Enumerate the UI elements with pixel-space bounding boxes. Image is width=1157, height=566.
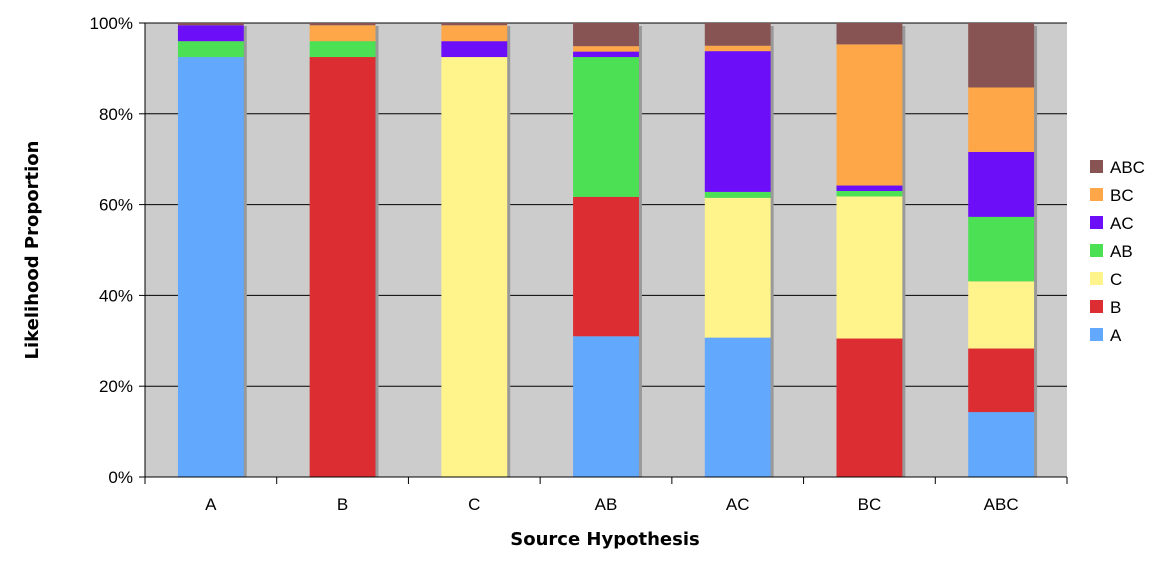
x-tick-label: B: [337, 495, 348, 514]
y-tick-label: 40%: [99, 286, 133, 305]
legend-swatch-b: [1090, 300, 1103, 313]
bar-segment-ac-ab: [573, 51, 639, 58]
legend-label-a: A: [1110, 326, 1122, 345]
x-tick-label: ABC: [984, 495, 1019, 514]
bar-segment-abc-a: [177, 23, 244, 26]
bar-segment-b-bc: [836, 338, 903, 477]
bar-segment-bc-c: [441, 25, 508, 42]
x-tick-label: C: [468, 495, 480, 514]
legend-label-abc: ABC: [1110, 158, 1145, 177]
bar-segment-ab-bc: [836, 190, 903, 197]
bar-segment-c-abc: [968, 281, 1035, 349]
legend-swatch-ab: [1090, 244, 1103, 257]
x-tick-label: A: [205, 495, 217, 514]
bar-segment-bc-ac: [704, 45, 771, 52]
legend-swatch-c: [1090, 272, 1103, 285]
legend-swatch-a: [1090, 328, 1103, 341]
bar-segment-c-c: [441, 57, 508, 478]
legend-label-c: C: [1110, 270, 1122, 289]
y-tick-label: 0%: [108, 468, 133, 487]
bar-segment-ac-c: [441, 41, 508, 58]
bar-segment-abc-ab: [573, 23, 639, 47]
bar-segment-a-ac: [704, 337, 771, 477]
y-tick-label: 80%: [99, 105, 133, 124]
x-axis-title: Source Hypothesis: [510, 529, 699, 550]
bar-segment-bc-b: [309, 25, 376, 42]
x-axis: A B C AB AC BC ABC: [144, 476, 1068, 514]
bar-segment-abc-bc: [836, 23, 903, 45]
bar-segment-c-bc: [836, 196, 903, 339]
bar-segment-c-ac: [704, 197, 771, 338]
y-tick-label: 20%: [99, 377, 133, 396]
x-tick-label: AB: [595, 495, 618, 514]
bar-segment-bc-abc: [968, 87, 1035, 152]
bar-segment-a-a: [177, 57, 244, 478]
bar-segment-b-abc: [968, 348, 1035, 413]
bar-segment-abc-c: [441, 23, 508, 26]
bar-segment-abc-ac: [704, 23, 771, 46]
bar-segment-ab-b: [309, 41, 376, 58]
y-tick-label: 100%: [90, 14, 133, 33]
y-tick-label: 60%: [99, 196, 133, 215]
bar-segment-b-b: [309, 57, 376, 478]
bar-segment-a-abc: [968, 412, 1035, 477]
x-tick-label: BC: [858, 495, 882, 514]
bar-segment-abc-abc: [968, 23, 1035, 88]
legend-label-b: B: [1110, 298, 1121, 317]
x-tick-label: AC: [726, 495, 750, 514]
legend-swatch-bc: [1090, 188, 1103, 201]
bar-segment-ac-bc: [836, 185, 903, 191]
bar-segment-abc-b: [309, 23, 376, 26]
bar-segment-ab-ac: [704, 191, 771, 198]
bar-segment-ac-abc: [968, 151, 1035, 217]
bar-segment-ab-ab: [573, 57, 639, 197]
legend-swatch-abc: [1090, 160, 1103, 173]
y-axis-title: Likelihood Proportion: [22, 141, 43, 360]
y-axis: 0% 20% 40% 60% 80% 100%: [90, 14, 146, 487]
plot-area: [145, 22, 1067, 478]
legend-label-bc: BC: [1110, 186, 1134, 205]
bar-segment-ab-a: [177, 41, 244, 58]
bar-segment-bc-bc: [836, 44, 903, 186]
bar-segment-a-ab: [573, 336, 639, 477]
bar-segment-bc-ab: [573, 46, 639, 52]
legend-label-ab: AB: [1110, 242, 1133, 261]
legend-swatch-ac: [1090, 216, 1103, 229]
bar-segment-ab-abc: [968, 216, 1035, 282]
bar-segment-ac-ac: [704, 51, 771, 192]
bar-segment-ac-a: [177, 25, 244, 42]
legend-label-ac: AC: [1110, 214, 1134, 233]
bar-segment-b-ab: [573, 196, 639, 337]
